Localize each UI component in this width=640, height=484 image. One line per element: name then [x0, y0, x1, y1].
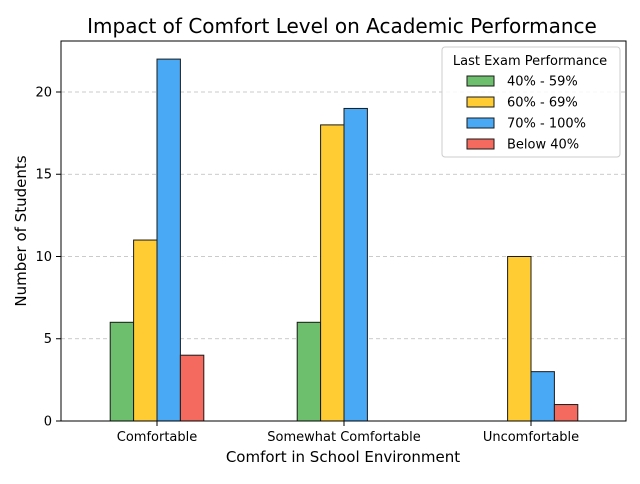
bar — [133, 239, 158, 422]
bar — [530, 371, 555, 422]
bar — [507, 255, 532, 422]
x-axis-ticks: Comfortable Somewhat Comfortable Uncomfort… — [117, 421, 579, 445]
bar — [343, 107, 368, 422]
bar — [109, 321, 135, 422]
x-tick-label: Uncomfortable — [483, 430, 579, 445]
legend-swatch — [466, 75, 495, 87]
bar — [553, 404, 579, 422]
y-tick-label: 0 — [44, 415, 52, 430]
legend-label: 70% - 100% — [507, 117, 586, 132]
legend-swatch — [466, 117, 495, 129]
y-axis-ticks: 0 5 10 15 20 — [35, 85, 61, 430]
legend-label: 40% - 59% — [507, 75, 578, 90]
legend-label: Below 40% — [507, 138, 579, 153]
legend: Last Exam Performance 40% - 59% 60% - 69%… — [441, 46, 621, 158]
bars — [109, 58, 579, 422]
legend-swatch — [466, 138, 495, 150]
bar — [320, 124, 345, 422]
bar — [296, 321, 322, 422]
x-axis-label: Comfort in School Environment — [226, 448, 460, 466]
x-tick-label: Somewhat Comfortable — [267, 430, 420, 445]
bar — [179, 354, 205, 422]
y-tick-label: 20 — [35, 85, 52, 100]
bar — [156, 58, 181, 422]
y-tick-label: 15 — [35, 168, 52, 183]
x-tick-label: Comfortable — [117, 430, 198, 445]
legend-box — [441, 46, 621, 158]
y-tick-label: 10 — [35, 250, 52, 265]
y-axis-label: Number of Students — [12, 155, 30, 306]
y-tick-label: 5 — [44, 332, 52, 347]
chart-title: Impact of Comfort Level on Academic Perf… — [87, 14, 597, 38]
legend-title: Last Exam Performance — [453, 54, 607, 69]
legend-label: 60% - 69% — [507, 96, 578, 111]
legend-swatch — [466, 96, 495, 108]
